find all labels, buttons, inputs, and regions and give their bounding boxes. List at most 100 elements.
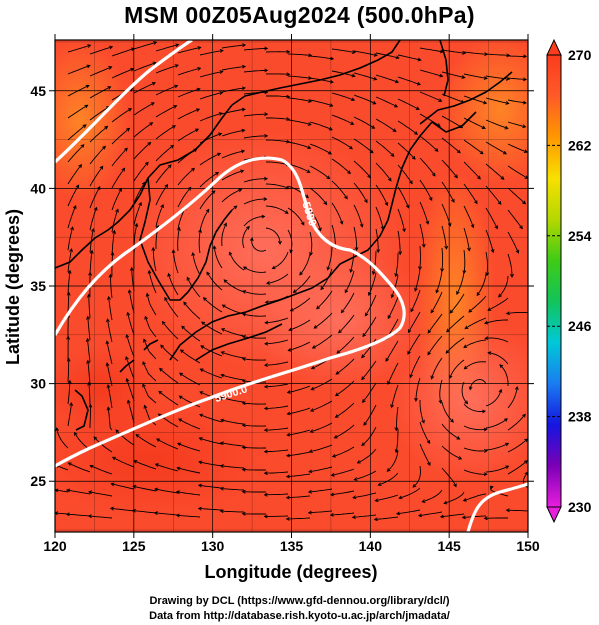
streamline	[353, 492, 377, 499]
x-tick-label: 130	[201, 538, 225, 554]
streamline-arrow	[394, 449, 399, 454]
streamline	[243, 47, 268, 51]
streamline	[310, 400, 333, 412]
streamline-arrow	[450, 418, 454, 423]
streamline	[507, 121, 526, 128]
streamline	[320, 268, 333, 290]
streamline	[485, 251, 488, 276]
streamline	[331, 136, 353, 150]
streamline-arrow	[158, 390, 163, 395]
streamline-arrow	[316, 305, 321, 310]
streamline-arrow	[329, 492, 335, 497]
streamline-arrow	[483, 76, 488, 80]
streamline	[353, 226, 357, 251]
streamline-arrow	[107, 86, 112, 90]
streamline	[308, 510, 333, 514]
streamline-arrow	[351, 97, 356, 102]
streamline-arrow	[241, 334, 246, 339]
streamline	[357, 448, 377, 464]
streamline-arrow	[398, 495, 403, 500]
streamline	[110, 507, 135, 512]
streamline	[419, 135, 439, 152]
streamline-arrow	[133, 459, 138, 464]
streamline	[229, 252, 245, 271]
colorbar-label: 270	[568, 47, 592, 63]
streamline-arrow	[93, 206, 98, 211]
streamline	[386, 450, 399, 472]
streamline-arrow	[124, 147, 128, 152]
streamline	[441, 467, 457, 487]
streamline-arrow	[55, 427, 60, 432]
streamline	[287, 141, 311, 149]
streamline	[444, 491, 465, 504]
streamline	[155, 44, 179, 52]
streamline-arrow	[187, 186, 192, 191]
streamline	[221, 328, 245, 337]
streamline-arrow	[220, 351, 225, 355]
streamline-arrow	[70, 226, 74, 231]
streamline	[485, 75, 510, 80]
streamline	[485, 442, 509, 451]
streamline-arrow	[96, 185, 101, 190]
streamline	[498, 275, 509, 298]
streamline	[286, 495, 311, 499]
streamline	[68, 462, 91, 473]
streamline	[313, 312, 333, 329]
streamline-arrow	[330, 56, 335, 61]
streamline-arrow	[217, 152, 222, 157]
streamline	[155, 145, 174, 162]
streamline	[177, 88, 201, 98]
streamline-arrow	[87, 514, 92, 519]
streamline-arrow	[164, 296, 168, 301]
map-grid	[55, 40, 528, 532]
streamline-arrow	[249, 237, 254, 242]
streamline	[155, 85, 178, 96]
streamline	[198, 461, 223, 467]
streamline-arrow	[361, 354, 365, 359]
streamline	[375, 74, 399, 83]
streamline	[299, 253, 311, 276]
streamline-arrow	[198, 228, 202, 233]
streamline-arrow	[241, 357, 246, 361]
streamline-arrow	[329, 103, 334, 107]
streamline-arrow	[407, 329, 412, 334]
streamline	[507, 165, 528, 179]
y-tick-label: 30	[30, 376, 46, 392]
streamline-arrow	[215, 171, 220, 176]
streamline	[155, 125, 176, 140]
streamline	[287, 407, 311, 415]
streamline	[266, 95, 290, 98]
streamline	[155, 204, 164, 228]
streamline-arrow	[336, 350, 341, 354]
streamline-arrow	[175, 490, 180, 495]
streamline	[221, 87, 246, 93]
streamline	[198, 229, 201, 254]
streamline-arrow	[439, 73, 444, 78]
streamline	[469, 379, 487, 390]
streamline-arrow	[483, 100, 488, 105]
colorbar-label: 230	[568, 499, 592, 515]
streamline-arrow	[241, 489, 246, 494]
streamline-arrow	[199, 413, 204, 418]
streamline	[203, 297, 223, 313]
streamline-arrow	[407, 350, 411, 355]
streamline-arrow	[458, 456, 463, 460]
streamline-arrow	[241, 511, 246, 516]
streamline	[463, 95, 487, 104]
streamline	[213, 246, 223, 269]
streamline-arrow	[481, 409, 487, 414]
streamline	[199, 152, 221, 166]
streamline-arrow	[285, 495, 290, 500]
streamline-arrow	[289, 307, 294, 312]
streamline-arrow	[105, 318, 110, 323]
streamline-arrow	[66, 291, 71, 296]
streamline	[242, 226, 250, 249]
streamline	[419, 91, 442, 102]
streamline-arrow	[130, 67, 135, 72]
streamline-arrow	[505, 442, 510, 447]
coastlines	[55, 40, 513, 431]
streamline-arrow	[156, 438, 161, 442]
streamline	[287, 207, 305, 226]
chart-title: MSM 00Z05Aug2024 (500.0hPa)	[124, 2, 475, 28]
streamline	[67, 144, 85, 163]
